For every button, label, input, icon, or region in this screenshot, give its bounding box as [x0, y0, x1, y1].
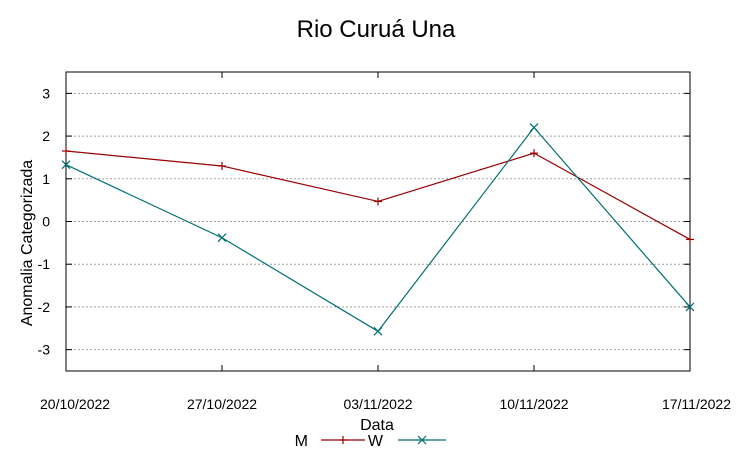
- y-axis-label: Anomalia Categorizada: [19, 160, 36, 326]
- data-point-marker: [685, 302, 695, 312]
- y-tick-label: 0: [42, 214, 50, 230]
- data-point-marker: [373, 326, 383, 336]
- series-line: [65, 150, 691, 240]
- x-axis-label: Data: [360, 417, 394, 434]
- data-point-marker: [529, 123, 539, 132]
- legend-label: M: [295, 433, 308, 450]
- data-point-marker: [217, 233, 227, 243]
- x-tick-label: 03/11/2022: [343, 396, 412, 412]
- x-tick-label: 17/11/2022: [662, 396, 731, 412]
- data-point-marker: [417, 435, 427, 445]
- y-tick-label: -1: [38, 256, 51, 272]
- x-axis: 20/10/2022 27/10/2022 03/11/2022 10/11/2022…: [40, 72, 731, 412]
- legend-item-w: W: [368, 433, 446, 450]
- data-point-marker: [61, 160, 71, 170]
- x-tick-label: 10/11/2022: [499, 396, 568, 412]
- legend-label: W: [368, 433, 384, 450]
- y-tick-label: 2: [42, 128, 50, 144]
- y-tick-label: -3: [38, 342, 51, 358]
- series-m: [62, 147, 694, 244]
- y-tick-label: 3: [42, 85, 50, 101]
- chart-title: Rio Curuá Una: [297, 16, 456, 43]
- y-tick-label: -2: [38, 299, 51, 315]
- y-axis: 3 2 1 0 -1 -2 -3: [38, 85, 690, 358]
- x-tick-label: 27/10/2022: [187, 396, 257, 412]
- x-tick-label: 20/10/2022: [40, 396, 110, 412]
- y-tick-label: 1: [42, 171, 50, 187]
- grid: [66, 92, 690, 351]
- series-w: [61, 123, 695, 336]
- series-layer: [61, 123, 695, 336]
- legend-item-m: M: [295, 433, 365, 450]
- series-line: [65, 126, 691, 333]
